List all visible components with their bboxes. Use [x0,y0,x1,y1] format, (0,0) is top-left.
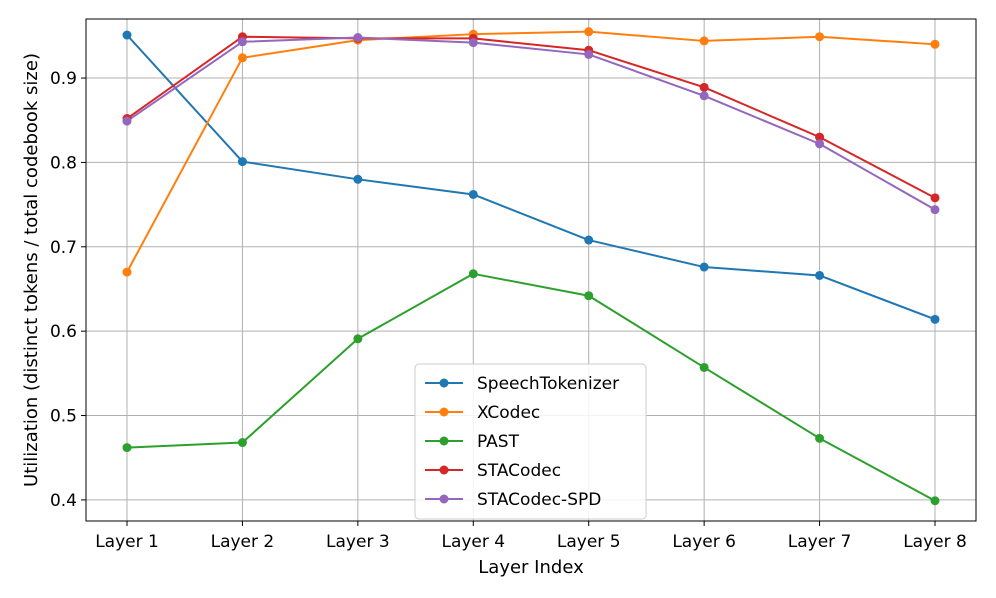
legend-label: STACodec-SPD [477,490,601,510]
y-tick-label: 0.8 [50,153,77,173]
x-tick-label: Layer 1 [95,532,159,552]
x-tick-label: Layer 8 [903,532,967,552]
data-point-speechtokenizer [122,30,132,40]
data-point-past [930,496,940,506]
plot-frame [85,18,977,522]
data-point-stacodec-spd [122,116,132,126]
x-tick-label: Layer 3 [326,532,390,552]
data-point-xcodec [815,32,825,42]
legend-label: SpeechTokenizer [477,374,619,394]
data-point-stacodec [930,193,940,203]
x-tick-label: Layer 2 [211,532,275,552]
y-tick-label: 0.6 [50,322,77,342]
data-point-stacodec-spd [584,49,594,59]
data-point-stacodec-spd [353,33,363,43]
data-point-past [122,443,132,453]
data-point-speechtokenizer [930,314,940,324]
data-point-xcodec [122,267,132,277]
legend: SpeechTokenizer XCodec PAST STACodec STACode… [414,363,647,520]
data-point-stacodec-spd [815,139,825,149]
data-point-stacodec-spd [237,37,247,47]
x-axis-ticks: Layer 1 Layer 2 Layer 3 Layer 4 Layer 5 Layer… [95,521,967,552]
data-point-speechtokenizer [699,262,709,272]
data-point-past [584,291,594,301]
legend-marker [439,378,449,388]
x-tick-label: Layer 7 [788,532,852,552]
legend-marker [439,465,449,475]
data-point-xcodec [584,27,594,37]
data-point-speechtokenizer [468,189,478,199]
data-point-past [353,334,363,344]
data-point-stacodec-spd [930,205,940,215]
legend-marker [439,436,449,446]
legend-label: STACodec [477,461,561,481]
legend-marker [439,494,449,504]
data-point-xcodec [930,39,940,49]
y-tick-label: 0.9 [50,69,77,89]
x-tick-label: Layer 4 [441,532,505,552]
data-point-xcodec [237,53,247,63]
data-point-past [699,362,709,372]
data-point-xcodec [699,36,709,46]
data-point-speechtokenizer [815,270,825,280]
data-point-speechtokenizer [584,235,594,245]
series-line-stacodec [126,35,936,199]
x-tick-label: Layer 6 [672,532,736,552]
y-axis-label: Utilization (distinct tokens / total cod… [21,53,42,487]
data-point-past [237,438,247,448]
series-line-speechtokenizer [126,34,936,321]
data-point-past [468,269,478,279]
y-tick-label: 0.7 [50,238,77,258]
series-line-past [126,272,936,502]
legend-label: PAST [477,432,520,452]
series-lines [126,30,936,502]
series-markers [122,27,940,506]
series-line-stacodec-spd [126,36,936,211]
legend-box [414,363,647,520]
series-line-xcodec [126,30,936,273]
y-tick-label: 0.5 [50,407,77,427]
legend-marker [439,407,449,417]
data-point-speechtokenizer [353,174,363,184]
data-point-stacodec-spd [699,91,709,101]
data-point-stacodec-spd [468,38,478,48]
legend-label: XCodec [477,403,540,423]
y-tick-label: 0.4 [50,491,77,511]
x-axis-label: Layer Index [478,557,584,578]
data-point-past [815,433,825,443]
y-axis-ticks: 0.4 0.5 0.6 0.7 0.8 0.9 [50,69,86,511]
data-point-stacodec [699,82,709,92]
data-point-stacodec [815,132,825,142]
data-point-speechtokenizer [237,157,247,167]
x-tick-label: Layer 5 [557,532,621,552]
